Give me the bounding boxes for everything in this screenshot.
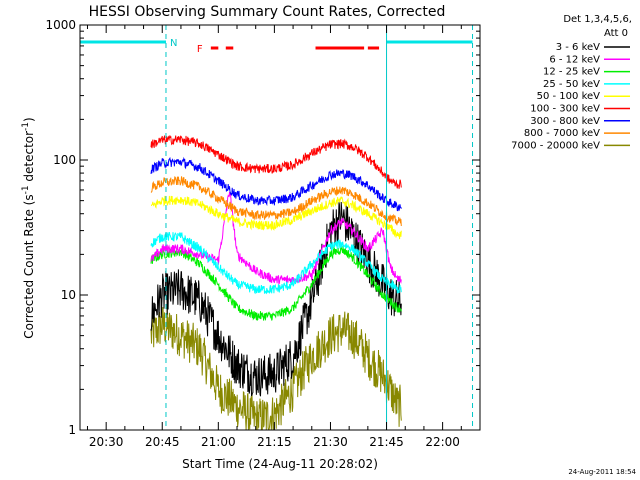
night-marker-label: N bbox=[170, 38, 177, 49]
y-axis-label-mid: detector bbox=[22, 131, 36, 186]
series-line bbox=[150, 176, 402, 227]
series-line bbox=[150, 244, 402, 321]
y-axis-label-main: Corrected Count Rate (s bbox=[22, 194, 36, 338]
timestamp: 24-Aug-2011 18:54 bbox=[568, 468, 636, 476]
series-line bbox=[150, 156, 402, 212]
legend-label: 12 - 25 keV bbox=[543, 67, 600, 78]
x-axis: 20:30 20:45 21:00 21:15 21:30 21:45 22:00 bbox=[86, 25, 481, 449]
marker-layer: NF bbox=[80, 25, 474, 430]
legend-label: 7000 - 20000 keV bbox=[511, 140, 600, 151]
x-tick-label: 21:15 bbox=[257, 435, 292, 449]
y-axis-label: Corrected Count Rate (s-1 detector-1) bbox=[21, 117, 36, 338]
series-line bbox=[150, 201, 402, 397]
plot-frame bbox=[79, 24, 481, 431]
y-axis-label-sup1: -1 bbox=[21, 185, 31, 194]
y-tick-label: 1 bbox=[68, 423, 76, 437]
chart-title: HESSI Observing Summary Count Rates, Cor… bbox=[89, 4, 446, 20]
series-line bbox=[150, 135, 402, 189]
legend-label: 800 - 7000 keV bbox=[524, 128, 600, 139]
y-tick-label: 100 bbox=[53, 153, 76, 167]
flare-marker-label: F bbox=[197, 44, 203, 55]
x-tick-label: 21:45 bbox=[369, 435, 404, 449]
x-axis-label: Start Time (24-Aug-11 20:28:02) bbox=[182, 457, 378, 471]
x-tick-label: 21:30 bbox=[313, 435, 348, 449]
x-tick-label: 20:30 bbox=[89, 435, 124, 449]
x-tick-label: 21:00 bbox=[201, 435, 236, 449]
series-line bbox=[150, 232, 402, 295]
legend-label: 3 - 6 keV bbox=[556, 42, 600, 53]
legend-label: 50 - 100 keV bbox=[537, 91, 601, 102]
legend-label: 25 - 50 keV bbox=[543, 79, 600, 90]
y-axis: 1 10 100 1000 bbox=[45, 18, 480, 437]
legend-header-1: Det 1,3,4,5,6, bbox=[563, 14, 632, 25]
series-line bbox=[150, 307, 402, 431]
y-axis-label-end: ) bbox=[22, 117, 36, 122]
legend-label: 300 - 800 keV bbox=[530, 116, 600, 127]
legend-label: 6 - 12 keV bbox=[549, 54, 600, 65]
y-tick-label: 10 bbox=[61, 288, 76, 302]
series-line bbox=[150, 191, 402, 285]
legend-header-2: Att 0 bbox=[604, 28, 628, 39]
x-tick-label: 22:00 bbox=[425, 435, 460, 449]
y-axis-label-sup2: -1 bbox=[21, 122, 31, 131]
legend-label: 100 - 300 keV bbox=[530, 104, 600, 115]
y-tick-label: 1000 bbox=[45, 18, 76, 32]
series-line bbox=[150, 195, 402, 240]
x-tick-label: 20:45 bbox=[145, 435, 180, 449]
series-layer bbox=[150, 135, 402, 431]
